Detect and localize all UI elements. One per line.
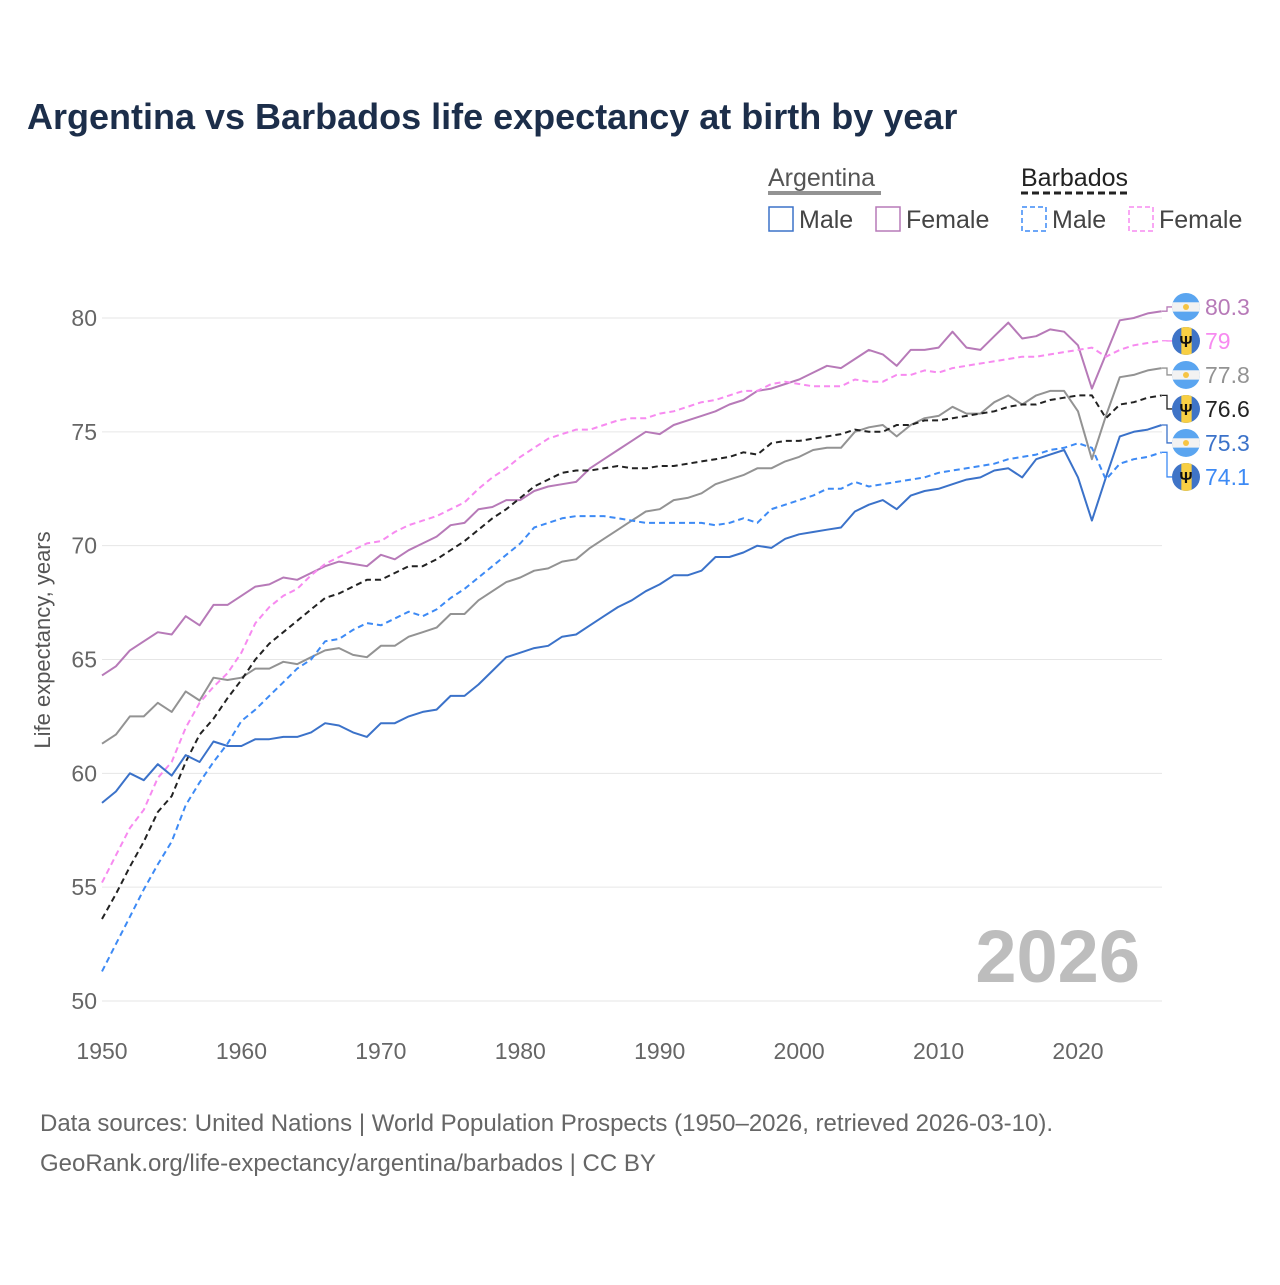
barbados-flag-icon: Ψ — [1172, 395, 1200, 423]
legend-argentina-male: Male — [799, 206, 853, 234]
end-value-label: 75.3 — [1205, 430, 1250, 456]
argentina-flag-icon — [1172, 361, 1200, 389]
legend-barbados-female: Female — [1159, 206, 1242, 234]
series-line-barbados-female — [102, 341, 1162, 883]
end-value-label: 80.3 — [1205, 294, 1250, 320]
footer-link[interactable]: GeoRank.org/life-expectancy/argentina/ba… — [40, 1150, 656, 1177]
y-tick-label: 75 — [71, 419, 97, 445]
x-tick-label: 1950 — [76, 1038, 127, 1064]
y-axis-label: Life expectancy, years — [30, 531, 55, 748]
end-label-barbados-male: Ψ 74.1 — [1162, 452, 1250, 491]
end-label-connector — [1162, 307, 1172, 311]
legend-group-argentina: Argentina — [768, 164, 875, 192]
end-label-argentina-male: 75.3 — [1162, 425, 1250, 457]
end-label-argentina-female: 80.3 — [1162, 293, 1250, 321]
end-label-connector — [1162, 368, 1172, 375]
barbados-flag-icon: Ψ — [1172, 463, 1200, 491]
end-label-connector — [1162, 395, 1172, 409]
legend-barbados-male: Male — [1052, 206, 1106, 234]
y-tick-label: 65 — [71, 647, 97, 673]
y-axis-ticks: 50 55 60 65 70 75 80 — [71, 305, 97, 1014]
series-line-argentina — [102, 368, 1162, 744]
series-line-barbados-male — [102, 443, 1162, 971]
x-axis-ticks: 1950 1960 1970 1980 1990 2000 2010 2020 — [76, 1038, 1103, 1064]
gridlines — [102, 318, 1162, 1001]
footer-sources: Data sources: United Nations | World Pop… — [40, 1110, 1053, 1137]
end-value-label: 76.6 — [1205, 396, 1250, 422]
svg-text:Ψ: Ψ — [1180, 470, 1193, 487]
legend-group-barbados: Barbados — [1021, 164, 1128, 192]
x-tick-label: 1990 — [634, 1038, 685, 1064]
barbados-flag-icon: Ψ — [1172, 327, 1200, 355]
end-label-argentina: 77.8 — [1162, 361, 1250, 389]
argentina-flag-icon — [1172, 293, 1200, 321]
end-label-barbados: Ψ 76.6 — [1162, 395, 1250, 423]
legend: Argentina Male Female Barbados Male Fema… — [768, 164, 1242, 234]
series-lines — [102, 311, 1162, 971]
legend-barbados-male-swatch — [1022, 207, 1046, 231]
y-tick-label: 55 — [71, 874, 97, 900]
legend-argentina-female: Female — [906, 206, 989, 234]
end-value-label: 74.1 — [1205, 464, 1250, 490]
x-tick-label: 2010 — [913, 1038, 964, 1064]
series-line-barbados — [102, 395, 1162, 919]
x-tick-label: 2000 — [774, 1038, 825, 1064]
legend-barbados-female-swatch — [1129, 207, 1153, 231]
x-tick-label: 1980 — [495, 1038, 546, 1064]
y-tick-label: 60 — [71, 760, 97, 786]
argentina-flag-icon — [1172, 429, 1200, 457]
end-label-connector — [1162, 425, 1172, 443]
legend-argentina-female-swatch — [876, 207, 900, 231]
end-labels: 80.3 Ψ 79 77.8 Ψ 76.6 75.3 Ψ 74.1 — [1162, 293, 1250, 491]
series-line-argentina-female — [102, 311, 1162, 675]
legend-argentina-male-swatch — [769, 207, 793, 231]
end-value-label: 79 — [1205, 328, 1231, 354]
y-tick-label: 70 — [71, 533, 97, 559]
end-label-connector — [1162, 452, 1172, 477]
svg-text:Ψ: Ψ — [1180, 334, 1193, 351]
svg-text:Ψ: Ψ — [1180, 402, 1193, 419]
y-tick-label: 80 — [71, 305, 97, 331]
y-tick-label: 50 — [71, 988, 97, 1014]
x-tick-label: 2020 — [1052, 1038, 1103, 1064]
series-line-argentina-male — [102, 425, 1162, 803]
end-value-label: 77.8 — [1205, 362, 1250, 388]
chart-title: Argentina vs Barbados life expectancy at… — [27, 96, 957, 137]
x-tick-label: 1960 — [216, 1038, 267, 1064]
x-tick-label: 1970 — [355, 1038, 406, 1064]
current-year-watermark: 2026 — [975, 915, 1140, 998]
end-label-barbados-female: Ψ 79 — [1162, 327, 1231, 355]
